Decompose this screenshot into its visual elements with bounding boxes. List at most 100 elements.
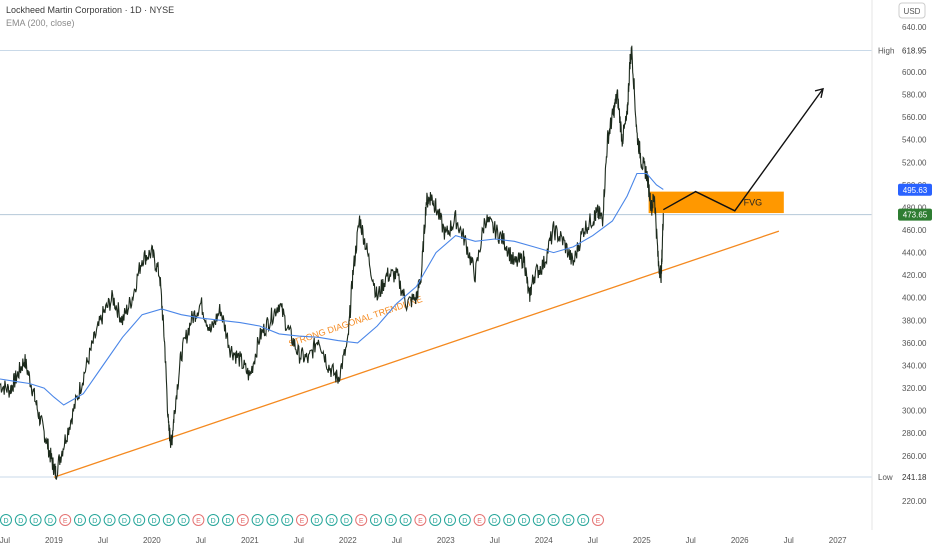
ema-price-tag: 495.63 [903,186,928,195]
event-marker-label: D [77,518,82,525]
event-marker[interactable] [577,514,590,526]
x-tick-label: 2027 [829,536,847,545]
high-label: High [878,47,894,56]
x-tick-label: 2025 [633,536,651,545]
event-marker[interactable] [177,514,190,526]
x-tick-label: 2024 [535,536,553,545]
x-tick-label: Jul [490,536,500,545]
event-marker[interactable] [340,514,353,526]
event-marker[interactable] [429,514,442,526]
time-axis[interactable]: Jul 2019 Jul 2020 Jul 2021 Jul 2022 Jul 2023 Jul 20… [0,536,847,545]
event-marker[interactable] [192,514,205,526]
event-marker[interactable] [518,514,530,526]
x-tick-label: Jul [686,536,696,545]
y-tick-label: 460.00 [902,226,927,235]
x-tick-label: Jul [588,536,598,545]
event-marker[interactable] [44,514,57,526]
event-marker[interactable] [355,514,368,526]
projection-path[interactable] [662,88,824,212]
price-series [0,45,664,481]
event-marker[interactable] [251,514,264,526]
event-marker[interactable] [162,514,175,526]
event-marker-label: D [211,518,216,525]
event-marker-label: D [447,518,452,525]
currency-box[interactable] [898,2,926,19]
event-marker[interactable] [370,514,382,526]
ema-series [0,172,664,406]
low-value: 241.18 [902,473,927,482]
event-marker[interactable] [103,514,116,526]
event-marker[interactable] [384,514,397,526]
event-marker[interactable] [458,514,471,526]
event-marker-label: D [329,518,334,525]
event-marker[interactable] [488,514,501,526]
price-tags: High 618.95 Low 241.18 495.63 473.65 [874,44,932,484]
event-marker[interactable] [414,514,427,526]
event-marker-label: D [151,518,156,525]
event-marker[interactable] [547,514,560,526]
y-tick-label: 580.00 [902,91,927,100]
event-marker-label: E [477,518,482,525]
event-marker-label: D [462,518,467,525]
currency-label: USD [904,7,921,16]
event-marker[interactable] [266,514,279,526]
event-marker[interactable] [118,514,131,526]
event-marker[interactable] [88,514,101,526]
event-marker[interactable] [473,514,486,526]
event-marker-label: D [551,518,556,525]
event-marker[interactable] [14,514,27,526]
event-marker[interactable] [562,514,575,526]
event-marker[interactable] [222,514,234,526]
event-marker[interactable] [148,514,160,526]
y-tick-label: 440.00 [902,249,927,258]
event-marker[interactable] [281,514,294,526]
event-marker[interactable] [444,514,456,526]
event-marker[interactable] [296,514,308,526]
y-tick-label: 540.00 [902,136,927,145]
event-marker[interactable] [236,514,249,526]
event-marker-label: E [300,518,305,525]
indicator-label[interactable]: EMA (200, close) [6,18,75,28]
drawings-layer[interactable]: STRONG DIAGONAL TRENDLINE FVG [53,87,824,478]
trendline-label: STRONG DIAGONAL TRENDLINE [287,294,423,349]
x-tick-label: 2023 [437,536,455,545]
event-marker[interactable] [325,514,338,526]
event-marker-label: D [166,518,171,525]
y-tick-label: 480.00 [902,203,927,212]
event-marker-label: D [314,518,319,525]
symbol-title[interactable]: Lockheed Martin Corporation · 1D · NYSE [6,5,175,15]
event-marker-label: D [137,518,142,525]
event-marker-label: D [566,518,571,525]
x-tick-label: Jul [784,536,794,545]
x-tick-label: Jul [98,536,108,545]
y-tick-label: 420.00 [902,271,927,280]
event-marker-label: E [240,518,245,525]
x-tick-label: 2020 [143,536,161,545]
price-axis[interactable]: 220.00240.00260.00280.00300.00320.00340.… [871,0,927,530]
event-marker[interactable] [59,514,72,526]
event-marker[interactable] [310,514,323,526]
y-tick-label: 260.00 [902,452,927,461]
event-marker[interactable] [0,514,12,526]
event-marker[interactable] [532,514,545,526]
currency-selector[interactable]: USD [898,2,926,19]
trendline[interactable] [53,230,780,478]
event-marker[interactable] [29,514,42,526]
event-marker-label: D [344,518,349,525]
event-marker-label: D [255,518,260,525]
y-tick-label: 300.00 [902,407,927,416]
event-marker-label: D [373,518,378,525]
low-label: Low [878,473,893,482]
event-marker[interactable] [74,514,86,526]
event-marker[interactable] [133,514,146,526]
event-marker[interactable] [503,514,516,526]
chart-header: Lockheed Martin Corporation · 1D · NYSE … [6,5,174,28]
event-marker[interactable] [592,514,604,526]
event-marker-label: E [596,518,601,525]
x-tick-label: Jul [294,536,304,545]
event-marker[interactable] [207,514,220,526]
event-marker-label: D [92,518,97,525]
event-marker[interactable] [399,514,412,526]
